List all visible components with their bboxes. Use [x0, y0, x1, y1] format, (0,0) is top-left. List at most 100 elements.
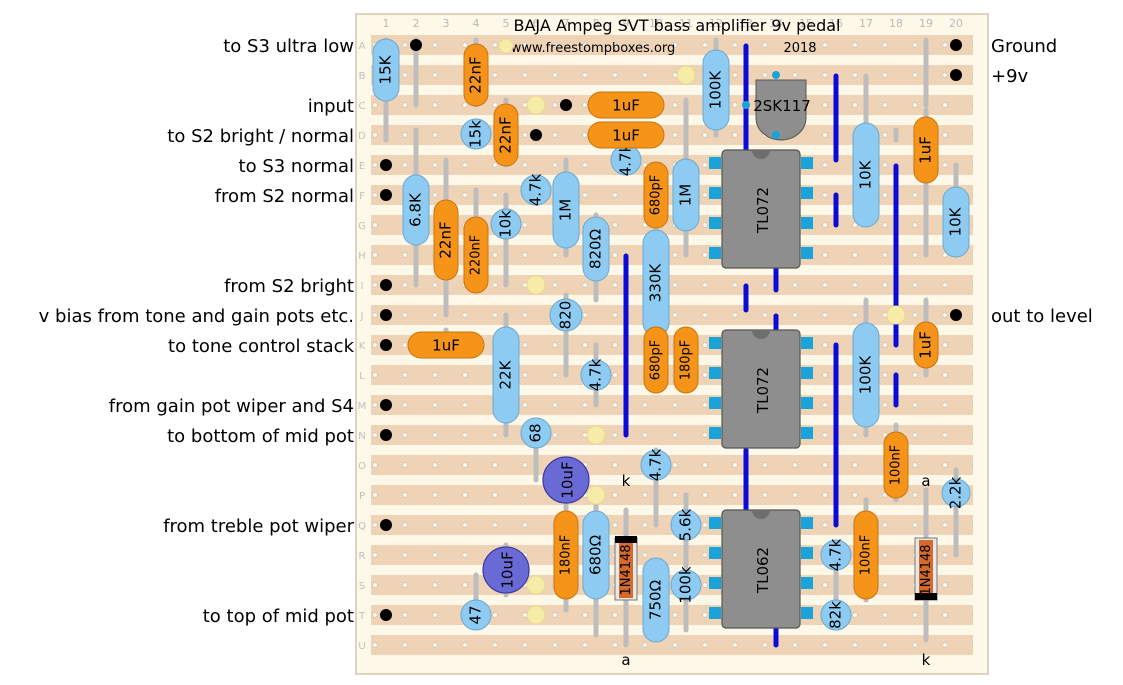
resistor-11: 330K [642, 229, 670, 337]
capacitor-value: 22nF [467, 56, 485, 93]
resistor-value: 15K [377, 54, 395, 84]
row-letter: I [361, 281, 364, 292]
label-input: input [308, 96, 354, 117]
column-number: 14 [769, 17, 783, 30]
capacitor-value: 680pF [649, 340, 664, 381]
column-number: 9 [623, 17, 630, 30]
row-letter: A [359, 41, 366, 52]
row-letter: U [358, 641, 365, 652]
column-number: 4 [473, 17, 480, 30]
column-number: 17 [859, 17, 873, 30]
label-tone-stack: to tone control stack [168, 336, 355, 357]
resistor-value: 10k [497, 210, 515, 238]
resistor-value: 4.7k [827, 538, 845, 571]
resistor-value: 82k [827, 601, 845, 629]
resistor-value: 10K [857, 159, 875, 189]
resistor-value: 22K [497, 359, 515, 389]
label-top-mid-pot: to top of mid pot [203, 606, 354, 627]
label-gain-pot: from gain pot wiper and S4 [109, 396, 354, 417]
column-number: 8 [593, 17, 600, 30]
capacitor-value: 1uF [612, 127, 640, 145]
label-treble-pot: from treble pot wiper [163, 516, 354, 537]
resistor-value: 5.6k [677, 508, 695, 541]
capacitor-value: 180nF [559, 535, 574, 576]
resistor-10: 100K [702, 49, 730, 131]
resistor-value: 820Ω [587, 229, 605, 269]
transistor-label: 2SK117 [753, 97, 811, 115]
row-letter: O [358, 461, 366, 472]
resistor-1: 15K [372, 38, 400, 102]
resistor-27: 2.2k [941, 476, 971, 509]
row-letter: K [359, 341, 366, 352]
row-letter: D [358, 131, 366, 142]
capacitor-34: 680pF [643, 161, 669, 229]
column-number: 19 [919, 17, 933, 30]
left-labels: to S3 ultra low input to S2 bright / nor… [39, 36, 355, 627]
capacitor-value: 1uF [917, 136, 935, 164]
capacitor-30: 1uF [587, 91, 665, 119]
resistor-value: 15k [467, 120, 485, 148]
resistor-16: 10K [852, 122, 880, 228]
diode-1: 1N4148 [614, 536, 638, 601]
row-letter: R [359, 551, 366, 562]
resistor-25: 82k [820, 599, 852, 631]
capacitor-value: 22nF [437, 221, 455, 258]
row-letter: B [359, 71, 366, 82]
resistor-value: 330K [647, 263, 665, 303]
resistor-15: 68 [520, 417, 552, 449]
resistor-17: 10K [942, 186, 970, 258]
capacitor-42: 180nF [553, 510, 579, 600]
row-letter: Q [358, 521, 366, 532]
capacitor-value: 1uF [612, 97, 640, 115]
resistor-4: 10k [490, 208, 522, 240]
row-letters: A B C D E F G H I J K L M N O P Q R S T U [358, 41, 367, 652]
capacitor-32: 22nF [433, 199, 459, 281]
capacitor-value: 680pF [649, 175, 664, 216]
resistor-value: 6.8K [407, 192, 425, 227]
label-s3-ultra-low: to S3 ultra low [223, 36, 354, 57]
capacitor-37: 1uF [913, 116, 939, 184]
capacitor-29: 22nF [493, 103, 519, 167]
column-number: 13 [739, 17, 753, 30]
resistor-value: 4.7k [587, 358, 605, 391]
capacitor-35: 680pF [643, 326, 669, 394]
resistor-3: 15k [460, 118, 492, 150]
resistor-value: 100K [707, 70, 725, 110]
column-number: 18 [889, 17, 903, 30]
column-number: 15 [799, 17, 813, 30]
row-letter: E [359, 161, 365, 172]
column-number: 12 [709, 17, 723, 30]
resistor-26: 47 [460, 599, 492, 631]
resistor-23: 100k [670, 566, 702, 604]
resistor-9: 1M [672, 158, 700, 232]
resistor-6: 1M [552, 171, 580, 249]
diode-2: 1N4148 [914, 537, 938, 601]
ic-1-label: TL072 [754, 187, 772, 234]
column-number: 20 [949, 17, 963, 30]
capacitor-33: 220nF [463, 216, 489, 294]
capacitor-31: 1uF [587, 121, 665, 149]
track-cuts [498, 38, 906, 625]
electrolytic-value: 10uF [499, 551, 517, 588]
capacitor-38: 1uF [407, 331, 485, 359]
resistor-value: 10K [947, 206, 965, 236]
column-number: 10 [649, 17, 663, 30]
diodes: 1N4148 1N4148 [614, 536, 938, 601]
row-letter: J [360, 311, 364, 322]
column-number: 6 [533, 17, 540, 30]
resistor-value: 680Ω [587, 535, 605, 575]
resistor-18: 100K [852, 322, 880, 428]
resistor-value: 4.7k [647, 448, 665, 481]
capacitor-value: 100nF [889, 445, 904, 486]
resistor-22: 750Ω [642, 557, 670, 643]
row-letter: S [359, 581, 365, 592]
resistor-12: 820 [549, 298, 583, 332]
label-9v: +9v [991, 66, 1029, 87]
resistor-value: 47 [467, 605, 485, 624]
row-letter: M [358, 401, 367, 412]
column-number: 5 [503, 17, 510, 30]
label-v-bias: v bias from tone and gain pots etc. [39, 306, 354, 327]
resistor-value: 1M [557, 199, 575, 222]
label-bottom-mid-pot: to bottom of mid pot [167, 426, 354, 447]
connection-dots [380, 39, 962, 621]
